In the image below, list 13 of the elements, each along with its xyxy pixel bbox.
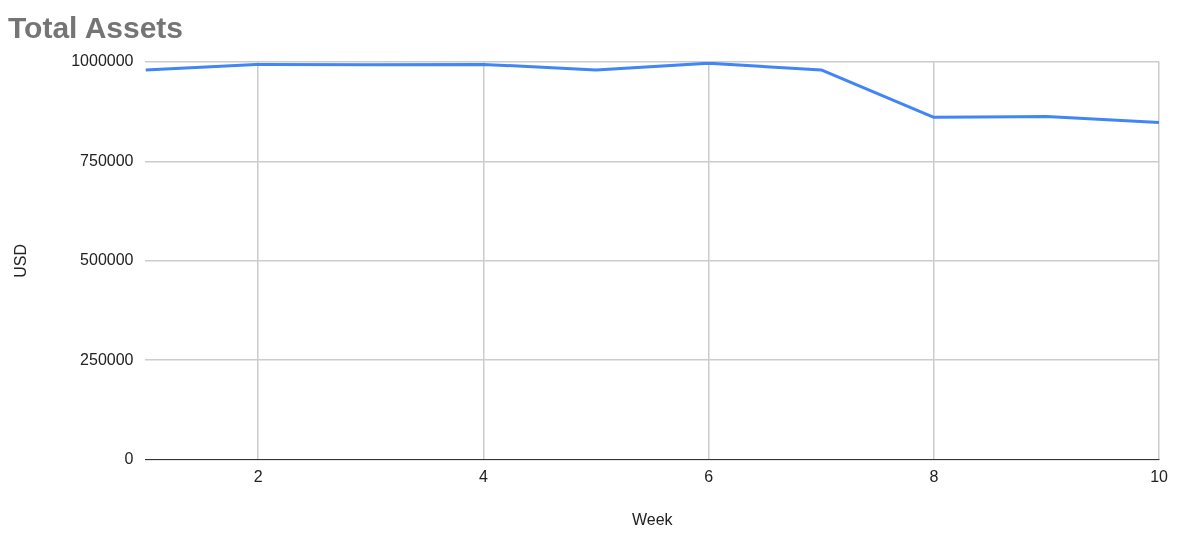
x-tick-label: 6 (704, 467, 714, 485)
y-tick-label: 250000 (80, 350, 134, 368)
y-tick-label: 500000 (80, 251, 134, 269)
y-tick-label: 0 (124, 450, 134, 468)
y-tick-label: 1000000 (71, 52, 134, 70)
chart-title: Total Assets (8, 11, 184, 45)
y-axis-title: USD (12, 243, 30, 278)
x-tick-label: 4 (478, 467, 488, 485)
x-tick-label: 2 (253, 467, 263, 485)
x-tick-label: 8 (929, 467, 939, 485)
x-axis-title: Week (631, 510, 674, 528)
y-tick-label: 750000 (80, 151, 134, 169)
x-tick-label: 10 (1150, 467, 1169, 485)
